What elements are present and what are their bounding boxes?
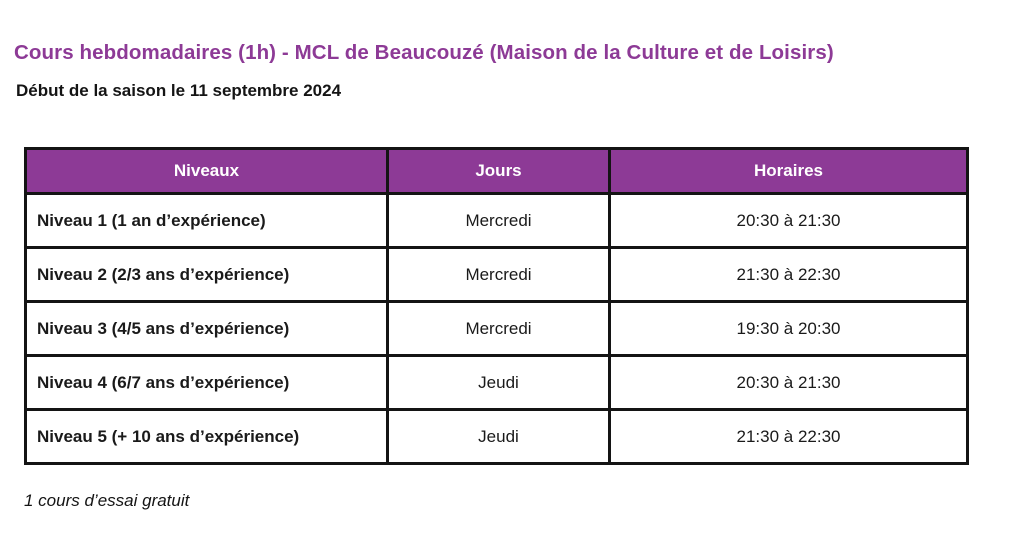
table-row: Niveau 2 (2/3 ans d’expérience) Mercredi…	[24, 246, 969, 303]
jour-cell: Mercredi	[386, 246, 611, 303]
horaire-cell: 20:30 à 21:30	[608, 192, 969, 249]
niveau-cell: Niveau 3 (4/5 ans d’expérience)	[24, 300, 389, 357]
table-row: Niveau 4 (6/7 ans d’expérience) Jeudi 20…	[24, 354, 969, 411]
column-header-horaires: Horaires	[608, 147, 969, 195]
jour-cell: Mercredi	[386, 192, 611, 249]
table-row: Niveau 5 (+ 10 ans d’expérience) Jeudi 2…	[24, 408, 969, 465]
horaire-cell: 19:30 à 20:30	[608, 300, 969, 357]
table-row: Niveau 3 (4/5 ans d’expérience) Mercredi…	[24, 300, 969, 357]
jour-cell: Mercredi	[386, 300, 611, 357]
season-start-subtitle: Début de la saison le 11 septembre 2024	[16, 81, 342, 100]
niveau-cell: Niveau 2 (2/3 ans d’expérience)	[24, 246, 389, 303]
horaire-cell: 21:30 à 22:30	[608, 408, 969, 465]
horaire-cell: 21:30 à 22:30	[608, 246, 969, 303]
horaire-cell: 20:30 à 21:30	[608, 354, 969, 411]
column-header-jours: Jours	[386, 147, 611, 195]
jour-cell: Jeudi	[386, 408, 611, 465]
table-header-row: Niveaux Jours Horaires	[24, 147, 969, 195]
page-title: Cours hebdomadaires (1h) - MCL de Beauco…	[14, 41, 834, 64]
niveau-cell: Niveau 5 (+ 10 ans d’expérience)	[24, 408, 389, 465]
free-trial-footnote: 1 cours d’essai gratuit	[24, 491, 190, 510]
niveau-cell: Niveau 4 (6/7 ans d’expérience)	[24, 354, 389, 411]
table-row: Niveau 1 (1 an d’expérience) Mercredi 20…	[24, 192, 969, 249]
column-header-niveaux: Niveaux	[24, 147, 389, 195]
jour-cell: Jeudi	[386, 354, 611, 411]
niveau-cell: Niveau 1 (1 an d’expérience)	[24, 192, 389, 249]
course-schedule-table: Niveaux Jours Horaires Niveau 1 (1 an d’…	[24, 147, 969, 465]
